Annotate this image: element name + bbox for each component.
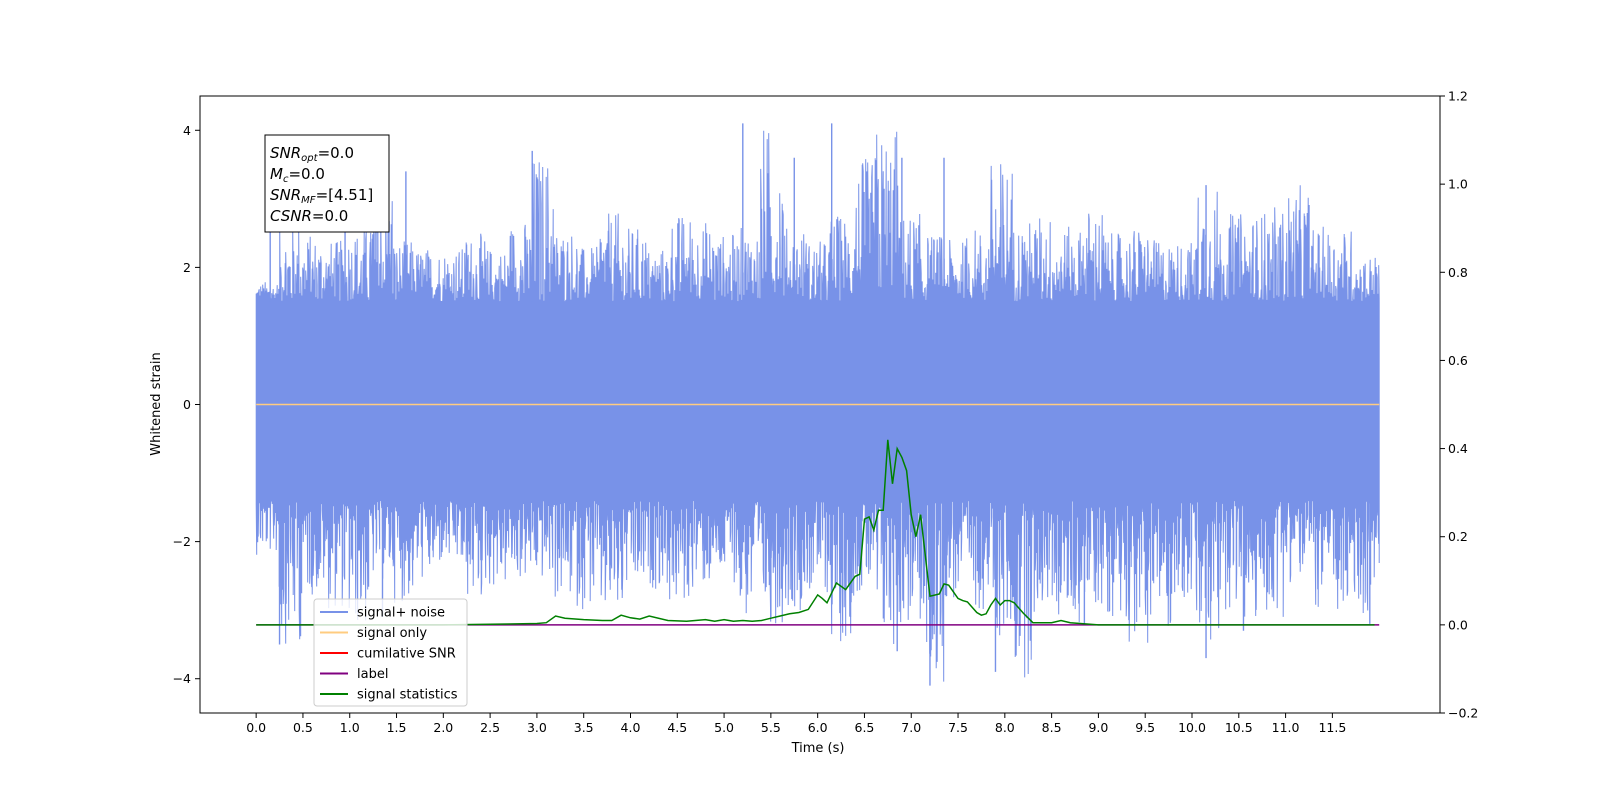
y2-tick-label: 0.8 xyxy=(1448,265,1468,280)
x-tick-label: 11.5 xyxy=(1318,720,1346,735)
x-tick-label: 8.0 xyxy=(995,720,1015,735)
annotation-value: =[4.51] xyxy=(316,186,374,204)
legend-label: signal only xyxy=(357,626,427,641)
annotation-frame xyxy=(264,134,390,233)
x-tick-label: 8.5 xyxy=(1042,720,1062,735)
y-axis-label: Whitened strain xyxy=(149,352,164,455)
x-tick-label: 4.5 xyxy=(667,720,687,735)
x-tick-label: 10.0 xyxy=(1178,720,1206,735)
y-tick-label: −4 xyxy=(173,671,191,686)
x-tick-label: 2.5 xyxy=(480,720,500,735)
y2-tick-label: 1.0 xyxy=(1448,177,1468,192)
annotation-symbol: SNR xyxy=(270,144,301,162)
x-tick-label: 4.0 xyxy=(621,720,641,735)
annotation-line: Mc=0.0 xyxy=(270,165,325,185)
y-tick-label: 2 xyxy=(183,260,191,275)
x-tick-label: 2.0 xyxy=(433,720,453,735)
legend-label: label xyxy=(357,667,388,682)
y-tick-label: 4 xyxy=(183,123,191,138)
x-axis: 0.0 0.5 1.0 1.5 2.0 2.5 3.0 3.5 4.0 4.5 5.0 5.5 6.0 6… xyxy=(246,713,1346,735)
annotation-subscript: MF xyxy=(301,195,316,206)
annotation-value: =0.0 xyxy=(288,165,324,183)
y-tick-label: 0 xyxy=(183,397,191,412)
y2-tick-label: 0.6 xyxy=(1448,353,1468,368)
x-axis-label: Time (s) xyxy=(791,741,845,756)
y2-tick-label: −0.2 xyxy=(1448,706,1478,721)
y2-tick-label: 0.0 xyxy=(1448,617,1468,632)
annotation-symbol: SNR xyxy=(270,186,301,204)
annotation-value: =0.0 xyxy=(318,144,354,162)
annotation-symbol: M xyxy=(270,165,283,183)
y2-tick-label: 0.2 xyxy=(1448,529,1468,544)
x-tick-label: 10.5 xyxy=(1225,720,1253,735)
x-tick-label: 1.0 xyxy=(340,720,360,735)
x-tick-label: 6.5 xyxy=(855,720,875,735)
signal-noise-band xyxy=(256,301,1380,501)
annotation-line: SNRMF=[4.51] xyxy=(270,186,373,206)
annotation-line: CSNR=0.0 xyxy=(270,207,348,225)
x-tick-label: 5.0 xyxy=(714,720,734,735)
annotation-subscript: c xyxy=(283,174,289,185)
legend-label: signal+ noise xyxy=(357,606,445,621)
annotation-symbol: CSNR xyxy=(270,207,312,225)
y-tick-label: −2 xyxy=(173,534,191,549)
x-tick-label: 9.5 xyxy=(1135,720,1155,735)
x-tick-label: 0.0 xyxy=(246,720,266,735)
signal-noise-series xyxy=(255,123,1380,686)
y2-tick-label: 0.4 xyxy=(1448,441,1468,456)
x-tick-label: 9.0 xyxy=(1088,720,1108,735)
x-tick-label: 0.5 xyxy=(293,720,313,735)
x-tick-label: 3.5 xyxy=(574,720,594,735)
x-tick-label: 5.5 xyxy=(761,720,781,735)
y2-tick-label: 1.2 xyxy=(1448,89,1468,104)
x-tick-label: 11.0 xyxy=(1272,720,1300,735)
x-tick-label: 7.0 xyxy=(901,720,921,735)
legend: signal+ noise signal only cumilative SNR la… xyxy=(313,598,468,707)
annotation-line: SNRopt=0.0 xyxy=(270,144,354,164)
x-tick-label: 7.5 xyxy=(948,720,968,735)
y-axis-left: −4 −2 0 2 4 xyxy=(173,123,200,686)
x-tick-label: 3.0 xyxy=(527,720,547,735)
annotation-value: =0.0 xyxy=(312,207,348,225)
y-axis-right: −0.2 0.0 0.2 0.4 0.6 0.8 1.0 1.2 xyxy=(1440,89,1478,721)
legend-label: signal statistics xyxy=(357,688,458,703)
x-tick-label: 1.5 xyxy=(387,720,407,735)
annotation-subscript: opt xyxy=(301,153,318,164)
signal-statistics-line xyxy=(256,439,1375,626)
x-tick-label: 6.0 xyxy=(808,720,828,735)
legend-label: cumilative SNR xyxy=(357,647,456,662)
legend-frame xyxy=(313,598,468,707)
